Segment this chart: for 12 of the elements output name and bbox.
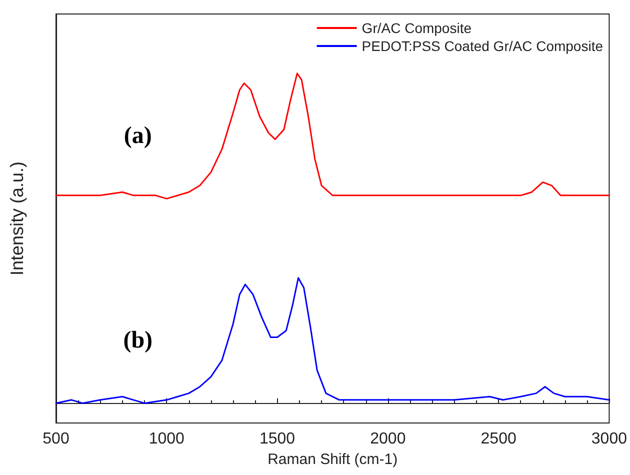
x-tick-label: 1500 [259, 430, 296, 448]
x-tick-label: 500 [42, 430, 70, 448]
annotation: (a) [124, 123, 152, 150]
y-axis-title: Intensity (a.u.) [7, 161, 27, 276]
x-tick-label: 2000 [370, 430, 406, 448]
x-tick-label: 1000 [148, 430, 185, 448]
x-axis-title: Raman Shift (cm-1) [268, 450, 398, 468]
legend-label: Gr/AC Composite [362, 20, 472, 36]
x-tick-label: 3000 [591, 430, 628, 448]
x-tick-label: 2500 [480, 430, 516, 448]
annotation: (b) [123, 328, 153, 354]
legend-label: PEDOT:PSS Coated Gr/AC Composite [362, 38, 604, 54]
